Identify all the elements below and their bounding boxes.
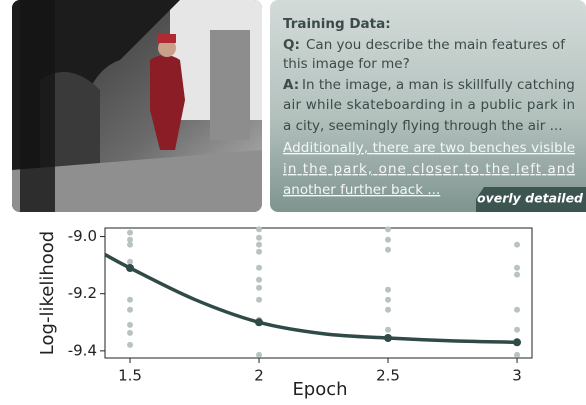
point (385, 236, 392, 243)
point (514, 351, 521, 358)
point (514, 241, 521, 248)
badge-text: overly detailed (477, 191, 584, 206)
point (127, 329, 134, 336)
y-tick-label: -9.4 (68, 341, 97, 359)
point (385, 296, 392, 303)
point (256, 296, 263, 303)
point (127, 306, 134, 313)
curve (104, 253, 518, 345)
point (256, 241, 263, 248)
point (384, 334, 393, 342)
q-label: Q: (283, 37, 300, 53)
point (256, 264, 263, 271)
point (514, 271, 521, 278)
point (256, 248, 263, 255)
point (385, 306, 392, 313)
question-line: this image for me? (283, 56, 410, 72)
x-tick-label: 1.5 (118, 367, 142, 385)
plot-frame (104, 227, 533, 359)
extra-line: in the park, one closer to the left and (283, 161, 575, 177)
point (126, 264, 135, 272)
badge (476, 187, 586, 212)
panel-heading: Training Data: (283, 16, 391, 32)
point (255, 318, 264, 327)
point (513, 338, 522, 347)
point (514, 326, 521, 333)
y-axis-title: Log-likelihood (37, 231, 58, 355)
point (514, 264, 521, 271)
point (256, 351, 263, 358)
y-tick-label: -9.0 (68, 227, 97, 245)
answer-line: In the image, a man is skillfully catchi… (302, 77, 575, 93)
answer-line: a city, seemingly flying through the air… (283, 118, 563, 134)
x-axis-title: Epoch (292, 379, 347, 400)
point (127, 236, 134, 243)
answer-line: air while skateboarding in a public park… (283, 97, 575, 113)
point (256, 234, 263, 241)
point (385, 226, 392, 233)
point (127, 296, 134, 303)
point (385, 246, 392, 253)
point (127, 321, 134, 328)
a-label: A: (283, 77, 299, 93)
point (127, 241, 134, 248)
point (127, 229, 134, 236)
question-line: Can you describe the main features of (306, 37, 566, 53)
y-tick-label: -9.2 (68, 284, 97, 302)
point (256, 276, 263, 283)
point (385, 286, 392, 293)
point (256, 226, 263, 233)
x-tick-label: 2.5 (376, 367, 400, 385)
x-tick-label: 3 (512, 367, 522, 385)
text-panel (270, 0, 586, 212)
point (514, 306, 521, 313)
point (127, 341, 134, 348)
point (127, 258, 134, 265)
extra-line: Additionally, there are two benches visi… (283, 140, 575, 156)
photo (12, 0, 262, 212)
point (385, 326, 392, 333)
x-tick-label: 2 (254, 367, 264, 385)
extra-line: another further back ... (283, 182, 440, 198)
point (256, 284, 263, 291)
